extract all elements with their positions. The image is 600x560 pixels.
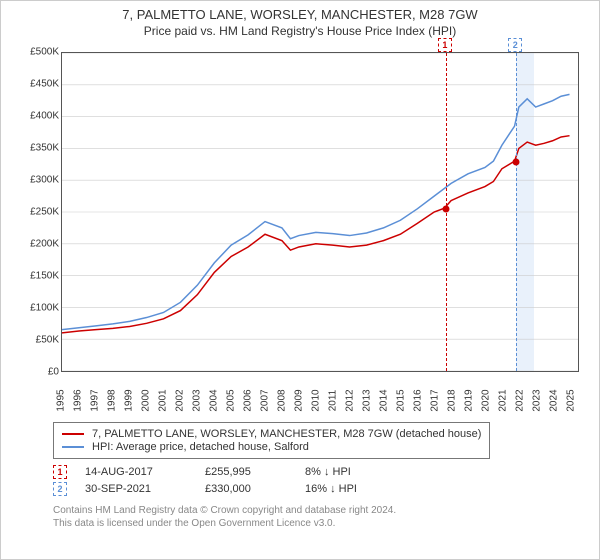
x-tick-label: 2010 bbox=[310, 389, 321, 411]
y-tick-label: £500K bbox=[19, 47, 59, 58]
chart-svg bbox=[62, 53, 578, 371]
x-tick-label: 2008 bbox=[276, 389, 287, 411]
x-tick-label: 1999 bbox=[123, 389, 134, 411]
x-tick-label: 1995 bbox=[56, 389, 67, 411]
legend-label: 7, PALMETTO LANE, WORSLEY, MANCHESTER, M… bbox=[92, 428, 481, 440]
sale-row: 1 14-AUG-2017£255,9958% ↓ HPI bbox=[53, 465, 591, 479]
x-tick-label: 2011 bbox=[327, 390, 338, 412]
x-tick-label: 2022 bbox=[514, 389, 525, 411]
x-tick-label: 2003 bbox=[191, 389, 202, 411]
x-tick-label: 2021 bbox=[497, 389, 508, 411]
x-tick-label: 2007 bbox=[259, 389, 270, 411]
sale-marker-box: 2 bbox=[53, 482, 67, 496]
x-tick-label: 2024 bbox=[548, 389, 559, 411]
x-tick-label: 2018 bbox=[446, 389, 457, 411]
chart-subtitle: Price paid vs. HM Land Registry's House … bbox=[9, 24, 591, 38]
x-tick-label: 2020 bbox=[480, 389, 491, 411]
footer-line2: This data is licensed under the Open Gov… bbox=[53, 517, 591, 530]
x-tick-label: 2025 bbox=[565, 389, 576, 411]
y-tick-label: £250K bbox=[19, 207, 59, 218]
y-tick-label: £100K bbox=[19, 303, 59, 314]
x-tick-label: 2012 bbox=[344, 389, 355, 411]
footer-line1: Contains HM Land Registry data © Crown c… bbox=[53, 504, 591, 517]
sale-diff: 16% ↓ HPI bbox=[305, 483, 405, 495]
x-tick-label: 2023 bbox=[531, 389, 542, 411]
sale-date: 30-SEP-2021 bbox=[85, 483, 205, 495]
x-tick-label: 2019 bbox=[463, 389, 474, 411]
marker-box-2: 2 bbox=[508, 38, 522, 52]
x-tick-label: 2014 bbox=[378, 389, 389, 411]
sale-diff: 8% ↓ HPI bbox=[305, 466, 405, 478]
legend-label: HPI: Average price, detached house, Salf… bbox=[92, 441, 309, 453]
marker-line-2 bbox=[516, 53, 517, 371]
y-tick-label: £350K bbox=[19, 143, 59, 154]
y-tick-label: £400K bbox=[19, 111, 59, 122]
chart-title: 7, PALMETTO LANE, WORSLEY, MANCHESTER, M… bbox=[9, 7, 591, 22]
x-tick-label: 1998 bbox=[106, 389, 117, 411]
y-tick-label: £50K bbox=[19, 335, 59, 346]
legend-item: 7, PALMETTO LANE, WORSLEY, MANCHESTER, M… bbox=[62, 428, 481, 440]
x-tick-label: 2017 bbox=[429, 389, 440, 411]
legend-swatch bbox=[62, 446, 84, 448]
legend-swatch bbox=[62, 433, 84, 435]
y-tick-label: £0 bbox=[19, 367, 59, 378]
marker-box-1: 1 bbox=[438, 38, 452, 52]
y-tick-label: £200K bbox=[19, 239, 59, 250]
x-tick-label: 2016 bbox=[412, 389, 423, 411]
y-tick-label: £150K bbox=[19, 271, 59, 282]
x-tick-label: 2009 bbox=[293, 389, 304, 411]
x-tick-label: 2001 bbox=[157, 389, 168, 411]
legend: 7, PALMETTO LANE, WORSLEY, MANCHESTER, M… bbox=[53, 422, 490, 459]
sale-price: £255,995 bbox=[205, 466, 305, 478]
sale-date: 14-AUG-2017 bbox=[85, 466, 205, 478]
sale-marker-box: 1 bbox=[53, 465, 67, 479]
x-tick-label: 2006 bbox=[242, 389, 253, 411]
sale-dot-2 bbox=[513, 158, 520, 165]
x-tick-label: 2013 bbox=[361, 389, 372, 411]
x-tick-label: 2005 bbox=[225, 389, 236, 411]
chart-container: 7, PALMETTO LANE, WORSLEY, MANCHESTER, M… bbox=[0, 0, 600, 560]
sale-row: 2 30-SEP-2021£330,00016% ↓ HPI bbox=[53, 482, 591, 496]
x-tick-label: 1996 bbox=[72, 389, 83, 411]
y-tick-label: £300K bbox=[19, 175, 59, 186]
x-tick-label: 2004 bbox=[208, 389, 219, 411]
x-tick-label: 2002 bbox=[174, 389, 185, 411]
legend-item: HPI: Average price, detached house, Salf… bbox=[62, 441, 481, 453]
y-tick-label: £450K bbox=[19, 79, 59, 90]
x-tick-label: 2015 bbox=[395, 389, 406, 411]
x-tick-label: 2000 bbox=[140, 389, 151, 411]
sale-dot-1 bbox=[442, 206, 449, 213]
plot-region bbox=[61, 52, 579, 372]
sale-price: £330,000 bbox=[205, 483, 305, 495]
footer: Contains HM Land Registry data © Crown c… bbox=[53, 504, 591, 530]
sales-table: 1 14-AUG-2017£255,9958% ↓ HPI 2 30-SEP-2021… bbox=[53, 465, 591, 496]
chart-area: £0 £50K £100K £150K £200K £250K £300K £350K £400… bbox=[17, 44, 587, 414]
x-tick-label: 1997 bbox=[89, 389, 100, 411]
